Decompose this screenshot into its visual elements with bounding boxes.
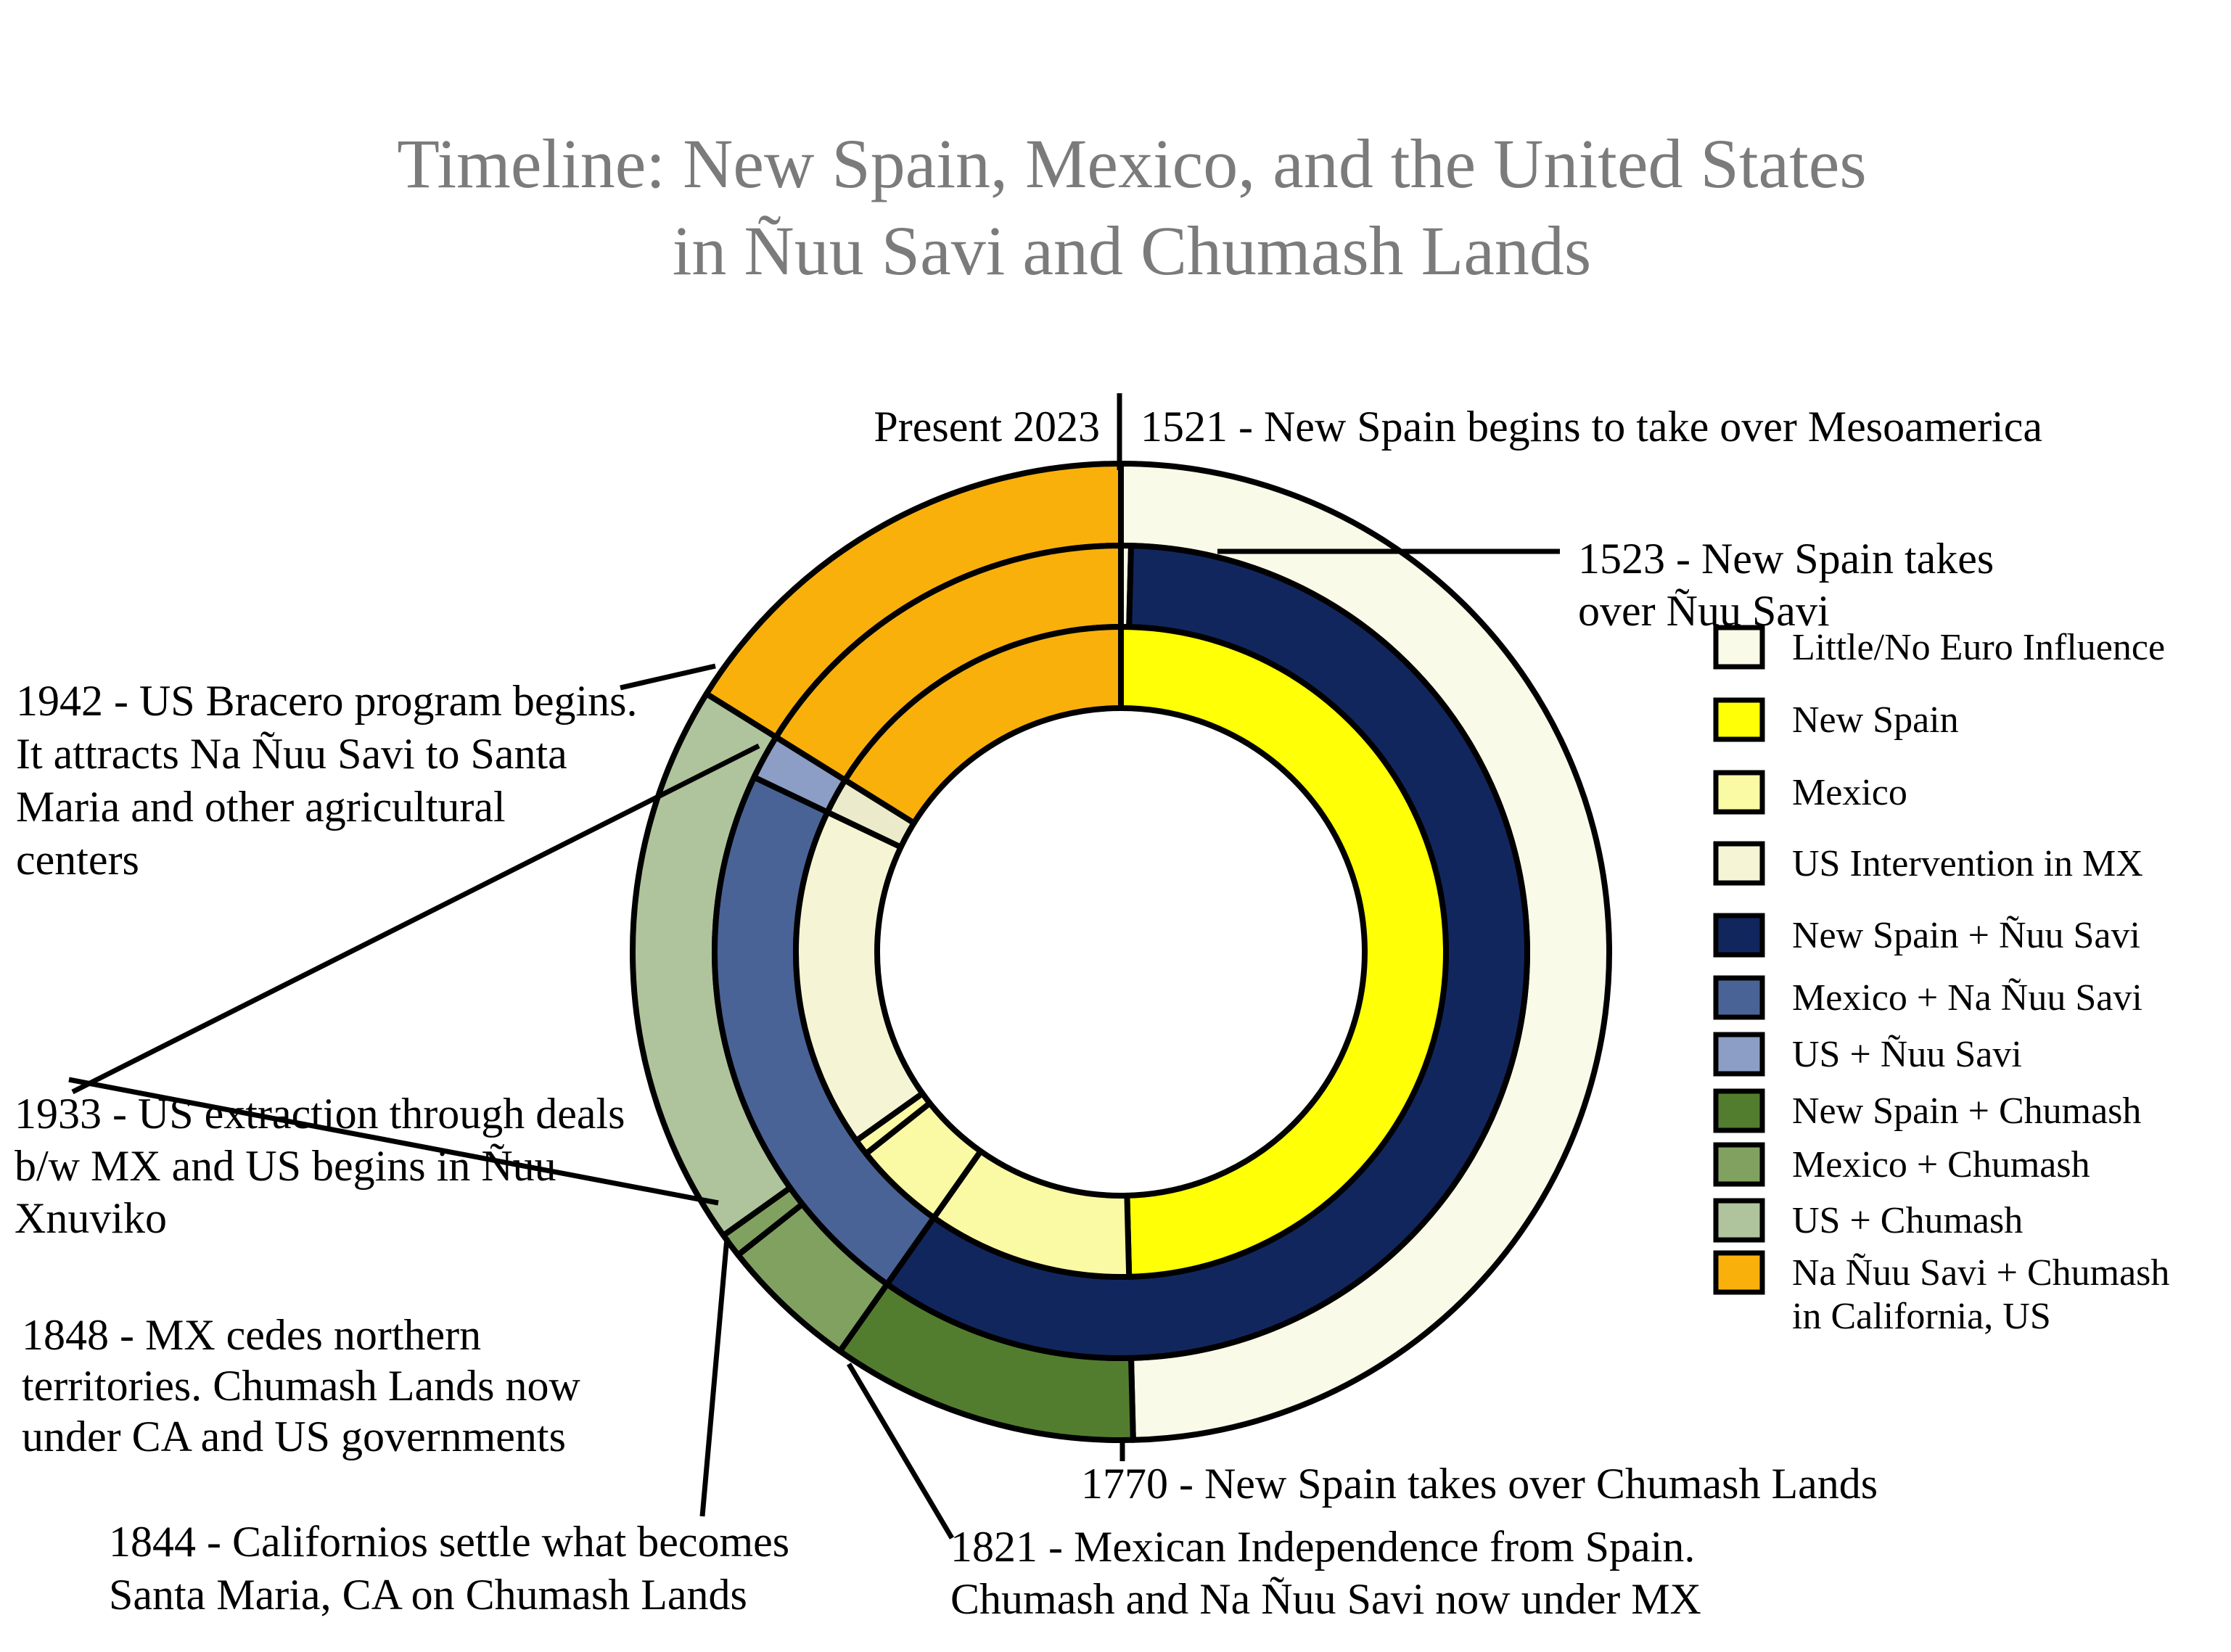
leader-1933	[71, 743, 760, 1095]
annotation-1848-line1: 1848 - MX cedes northern	[22, 1311, 481, 1359]
legend-swatch-7	[1713, 1088, 1765, 1133]
leader-lines	[68, 393, 1560, 1540]
legend-label-10-line1: Na Ñuu Savi + Chumash	[1792, 1252, 2169, 1294]
annotation-1942-line3: Maria and other agricultural	[16, 783, 506, 831]
annotation-1821-line1: 1821 - Mexican Independence from Spain.	[950, 1523, 1695, 1571]
annotation-1523-line1: 1523 - New Spain takes	[1578, 535, 1994, 583]
annotation-1933-line3: Xnuviko	[15, 1194, 167, 1242]
legend-swatch-9	[1713, 1198, 1765, 1243]
annotation-1942-line4: centers	[16, 836, 139, 884]
legend-label-8: Mexico + Chumash	[1792, 1144, 2090, 1185]
annotation-1942-line2: It attracts Na Ñuu Savi to Santa	[16, 730, 567, 778]
annotation-1523-line2: over Ñuu Savi	[1578, 587, 1830, 635]
legend-item-8: Mexico + Chumash	[1713, 1142, 2090, 1187]
legend-item-7: New Spain + Chumash	[1713, 1088, 2141, 1133]
inner-ring-colonial-state-segment-1521-1770: New Spain (1521–1770)	[1118, 624, 1449, 1280]
leader-1848	[68, 1077, 719, 1206]
legend-item-2: Mexico	[1713, 770, 1907, 815]
chart-title-line2: in Ñuu Savi and Chumash Lands	[673, 212, 1592, 289]
legend-label-5: Mexico + Na Ñuu Savi	[1792, 977, 2142, 1019]
leader-1942	[620, 663, 716, 691]
leader-1821	[846, 1363, 955, 1540]
legend-label-10-line2: in California, US	[1792, 1296, 2051, 1337]
legend-label-3: US Intervention in MX	[1792, 843, 2143, 884]
legend-swatch-1	[1713, 697, 1765, 742]
start-1521-label: 1521 - New Spain begins to take over Mes…	[1141, 403, 2042, 451]
legend-item-1: New Spain	[1713, 697, 1959, 742]
legend-label-7: New Spain + Chumash	[1792, 1090, 2141, 1132]
annotation-1821-line2: Chumash and Na Ñuu Savi now under MX	[950, 1575, 1701, 1623]
donut-rings: Little/No Euro Influence (1521–1770)New …	[630, 461, 1612, 1443]
present-2023-label: Present 2023	[874, 403, 1100, 451]
legend-swatch-5	[1713, 975, 1765, 1020]
legend-label-4: New Spain + Ñuu Savi	[1792, 915, 2140, 956]
legend-swatch-8	[1713, 1142, 1765, 1187]
annotation-1933-line2: b/w MX and US begins in Ñuu	[15, 1142, 556, 1190]
legend-item-9: US + Chumash	[1713, 1198, 2023, 1243]
inner-ring-colonial-state-segment-1942-2023: Na Ñuu Savi + Chumash in California, US …	[842, 624, 1124, 826]
legend-swatch-2	[1713, 770, 1765, 815]
legend-label-2: Mexico	[1792, 772, 1907, 813]
annotation-1844-line1: 1844 - Californios settle what becomes	[109, 1518, 789, 1566]
legend-label-9: US + Chumash	[1792, 1200, 2023, 1241]
annotation-1942-line1: 1942 - US Bracero program begins.	[16, 677, 637, 725]
legend-item-5: Mexico + Na Ñuu Savi	[1713, 975, 2142, 1020]
annotation-1933-line1: 1933 - US extraction through deals	[15, 1090, 625, 1138]
legend-swatch-10	[1713, 1250, 1765, 1295]
annotation-1848-line2: territories. Chumash Lands now	[22, 1362, 581, 1410]
legend-item-3: US Intervention in MX	[1713, 841, 2143, 886]
legend-swatch-4	[1713, 913, 1765, 958]
legend-item-4: New Spain + Ñuu Savi	[1713, 913, 2140, 958]
leader-1844	[699, 1237, 730, 1517]
legend-label-1: New Spain	[1792, 699, 1959, 741]
annotation-1848-line3: under CA and US governments	[22, 1413, 566, 1460]
annotation-1770-line1: 1770 - New Spain takes over Chumash Land…	[1081, 1460, 1878, 1508]
legend-swatch-6	[1713, 1032, 1765, 1077]
legend-label-0: Little/No Euro Influence	[1792, 627, 2165, 668]
legend-item-6: US + Ñuu Savi	[1713, 1032, 2022, 1077]
legend-item-0: Little/No Euro Influence	[1713, 625, 2165, 670]
legend-swatch-3	[1713, 841, 1765, 886]
legend: Little/No Euro Influence New Spain Mexico U…	[1713, 625, 2169, 1337]
legend-label-6: US + Ñuu Savi	[1792, 1034, 2022, 1075]
chart-title-line1: Timeline: New Spain, Mexico, and the Uni…	[397, 125, 1867, 202]
annotation-1844-line2: Santa Maria, CA on Chumash Lands	[109, 1571, 747, 1619]
legend-swatch-0	[1713, 625, 1765, 670]
